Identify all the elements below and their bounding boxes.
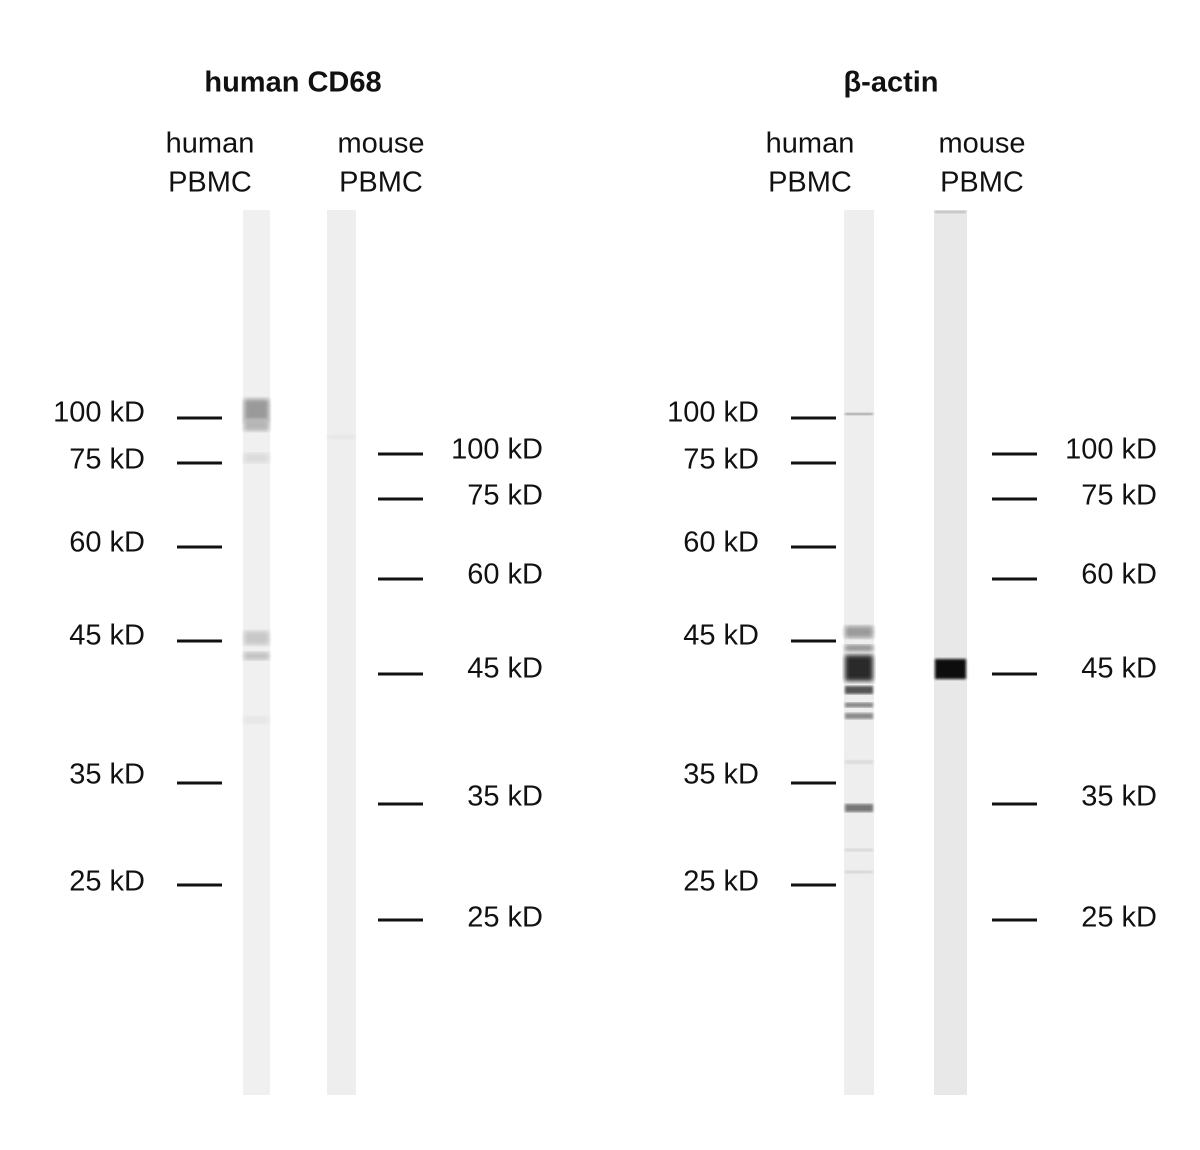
marker-label: 35 kD bbox=[69, 759, 145, 791]
marker-label: 100 kD bbox=[53, 397, 145, 429]
panel-title: β-actin bbox=[843, 67, 938, 99]
marker-label: 45 kD bbox=[69, 620, 145, 652]
band bbox=[845, 645, 873, 651]
band bbox=[935, 659, 966, 679]
marker-label: 25 kD bbox=[467, 902, 543, 934]
band bbox=[244, 716, 269, 724]
lane bbox=[327, 210, 356, 1095]
marker-label: 75 kD bbox=[467, 480, 543, 512]
marker-label: 60 kD bbox=[467, 559, 543, 591]
lane-label: human bbox=[166, 128, 255, 160]
marker-label: 60 kD bbox=[1081, 559, 1157, 591]
lane-label: human bbox=[766, 128, 855, 160]
lane bbox=[934, 210, 967, 1095]
band bbox=[845, 413, 873, 415]
lane-label: PBMC bbox=[339, 167, 423, 199]
band bbox=[244, 399, 269, 421]
marker-label: 25 kD bbox=[69, 866, 145, 898]
lane-label: PBMC bbox=[168, 167, 252, 199]
marker-label: 75 kD bbox=[1081, 480, 1157, 512]
marker-label: 75 kD bbox=[683, 444, 759, 476]
band bbox=[935, 211, 966, 213]
lane bbox=[844, 210, 874, 1095]
marker-label: 100 kD bbox=[1065, 434, 1157, 466]
band bbox=[845, 702, 873, 708]
marker-label: 35 kD bbox=[1081, 781, 1157, 813]
marker-label: 60 kD bbox=[69, 527, 145, 559]
band bbox=[244, 453, 269, 463]
band bbox=[244, 652, 269, 660]
panel-title: human CD68 bbox=[204, 67, 381, 99]
band bbox=[845, 804, 873, 812]
band bbox=[845, 760, 873, 764]
band bbox=[328, 435, 355, 439]
marker-label: 60 kD bbox=[683, 527, 759, 559]
marker-label: 25 kD bbox=[683, 866, 759, 898]
lane-label: PBMC bbox=[940, 167, 1024, 199]
marker-label: 45 kD bbox=[1081, 653, 1157, 685]
band bbox=[244, 419, 269, 431]
lane-label: PBMC bbox=[768, 167, 852, 199]
lane-label: mouse bbox=[938, 128, 1025, 160]
marker-label: 45 kD bbox=[467, 653, 543, 685]
marker-label: 25 kD bbox=[1081, 902, 1157, 934]
band bbox=[845, 870, 873, 874]
marker-label: 45 kD bbox=[683, 620, 759, 652]
marker-label: 100 kD bbox=[667, 397, 759, 429]
band bbox=[845, 848, 873, 852]
band bbox=[845, 713, 873, 719]
band bbox=[845, 626, 873, 638]
band bbox=[845, 686, 873, 694]
band bbox=[845, 655, 873, 681]
band bbox=[244, 631, 269, 645]
marker-label: 75 kD bbox=[69, 444, 145, 476]
marker-label: 100 kD bbox=[451, 434, 543, 466]
marker-label: 35 kD bbox=[683, 759, 759, 791]
lane-label: mouse bbox=[337, 128, 424, 160]
marker-label: 35 kD bbox=[467, 781, 543, 813]
